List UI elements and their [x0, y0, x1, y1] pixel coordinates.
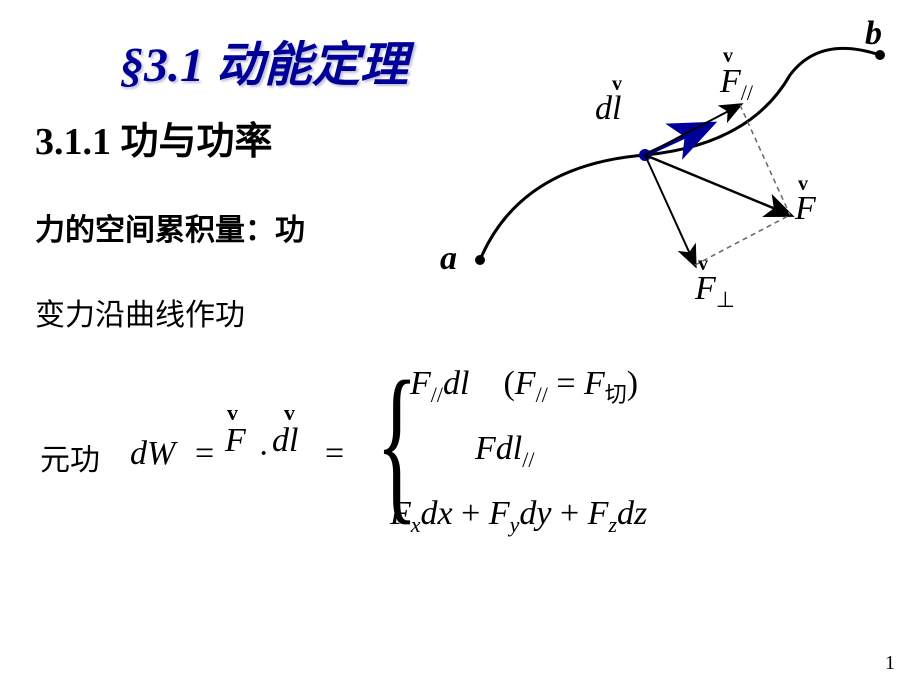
formula-eq1: =: [195, 435, 214, 473]
label-F: F: [795, 190, 816, 228]
formula-work: dW = v F · v dl = { F//dl (F// = F切) Fdl…: [130, 350, 830, 580]
label-F-perp: F⊥: [695, 270, 735, 313]
force-diagram: a b v dl v F v F// v F⊥: [440, 15, 910, 315]
F-arrow: [645, 155, 790, 215]
text-variable-force: 变力沿曲线作功: [35, 290, 245, 334]
formula-eq2: =: [325, 435, 344, 473]
page-number: 1: [885, 652, 895, 675]
formula-dot: ·: [258, 435, 269, 473]
page-title: §3.1 动能定理: [120, 25, 408, 95]
label-b: b: [865, 15, 882, 53]
formula-case2: Fdl//: [475, 430, 534, 473]
label-a: a: [440, 240, 457, 278]
text-element-work: 元功: [40, 435, 100, 479]
curve-path: [480, 48, 880, 260]
formula-case1: F//dl (F// = F切): [410, 365, 638, 409]
formula-F: F: [225, 422, 246, 460]
label-dl: dl: [595, 90, 621, 128]
text-work-definition: 力的空间累积量：功: [35, 205, 305, 249]
point-a: [475, 255, 485, 265]
diagram-svg: [440, 15, 910, 315]
section-subtitle: 3.1.1 功与功率: [35, 110, 273, 165]
formula-case3: Fxdx + Fydy + Fzdz: [390, 495, 647, 538]
formula-dl: dl: [272, 422, 298, 460]
label-F-parallel: F//: [720, 63, 753, 106]
formula-dW: dW: [130, 435, 175, 473]
dash-line-2: [695, 215, 790, 265]
